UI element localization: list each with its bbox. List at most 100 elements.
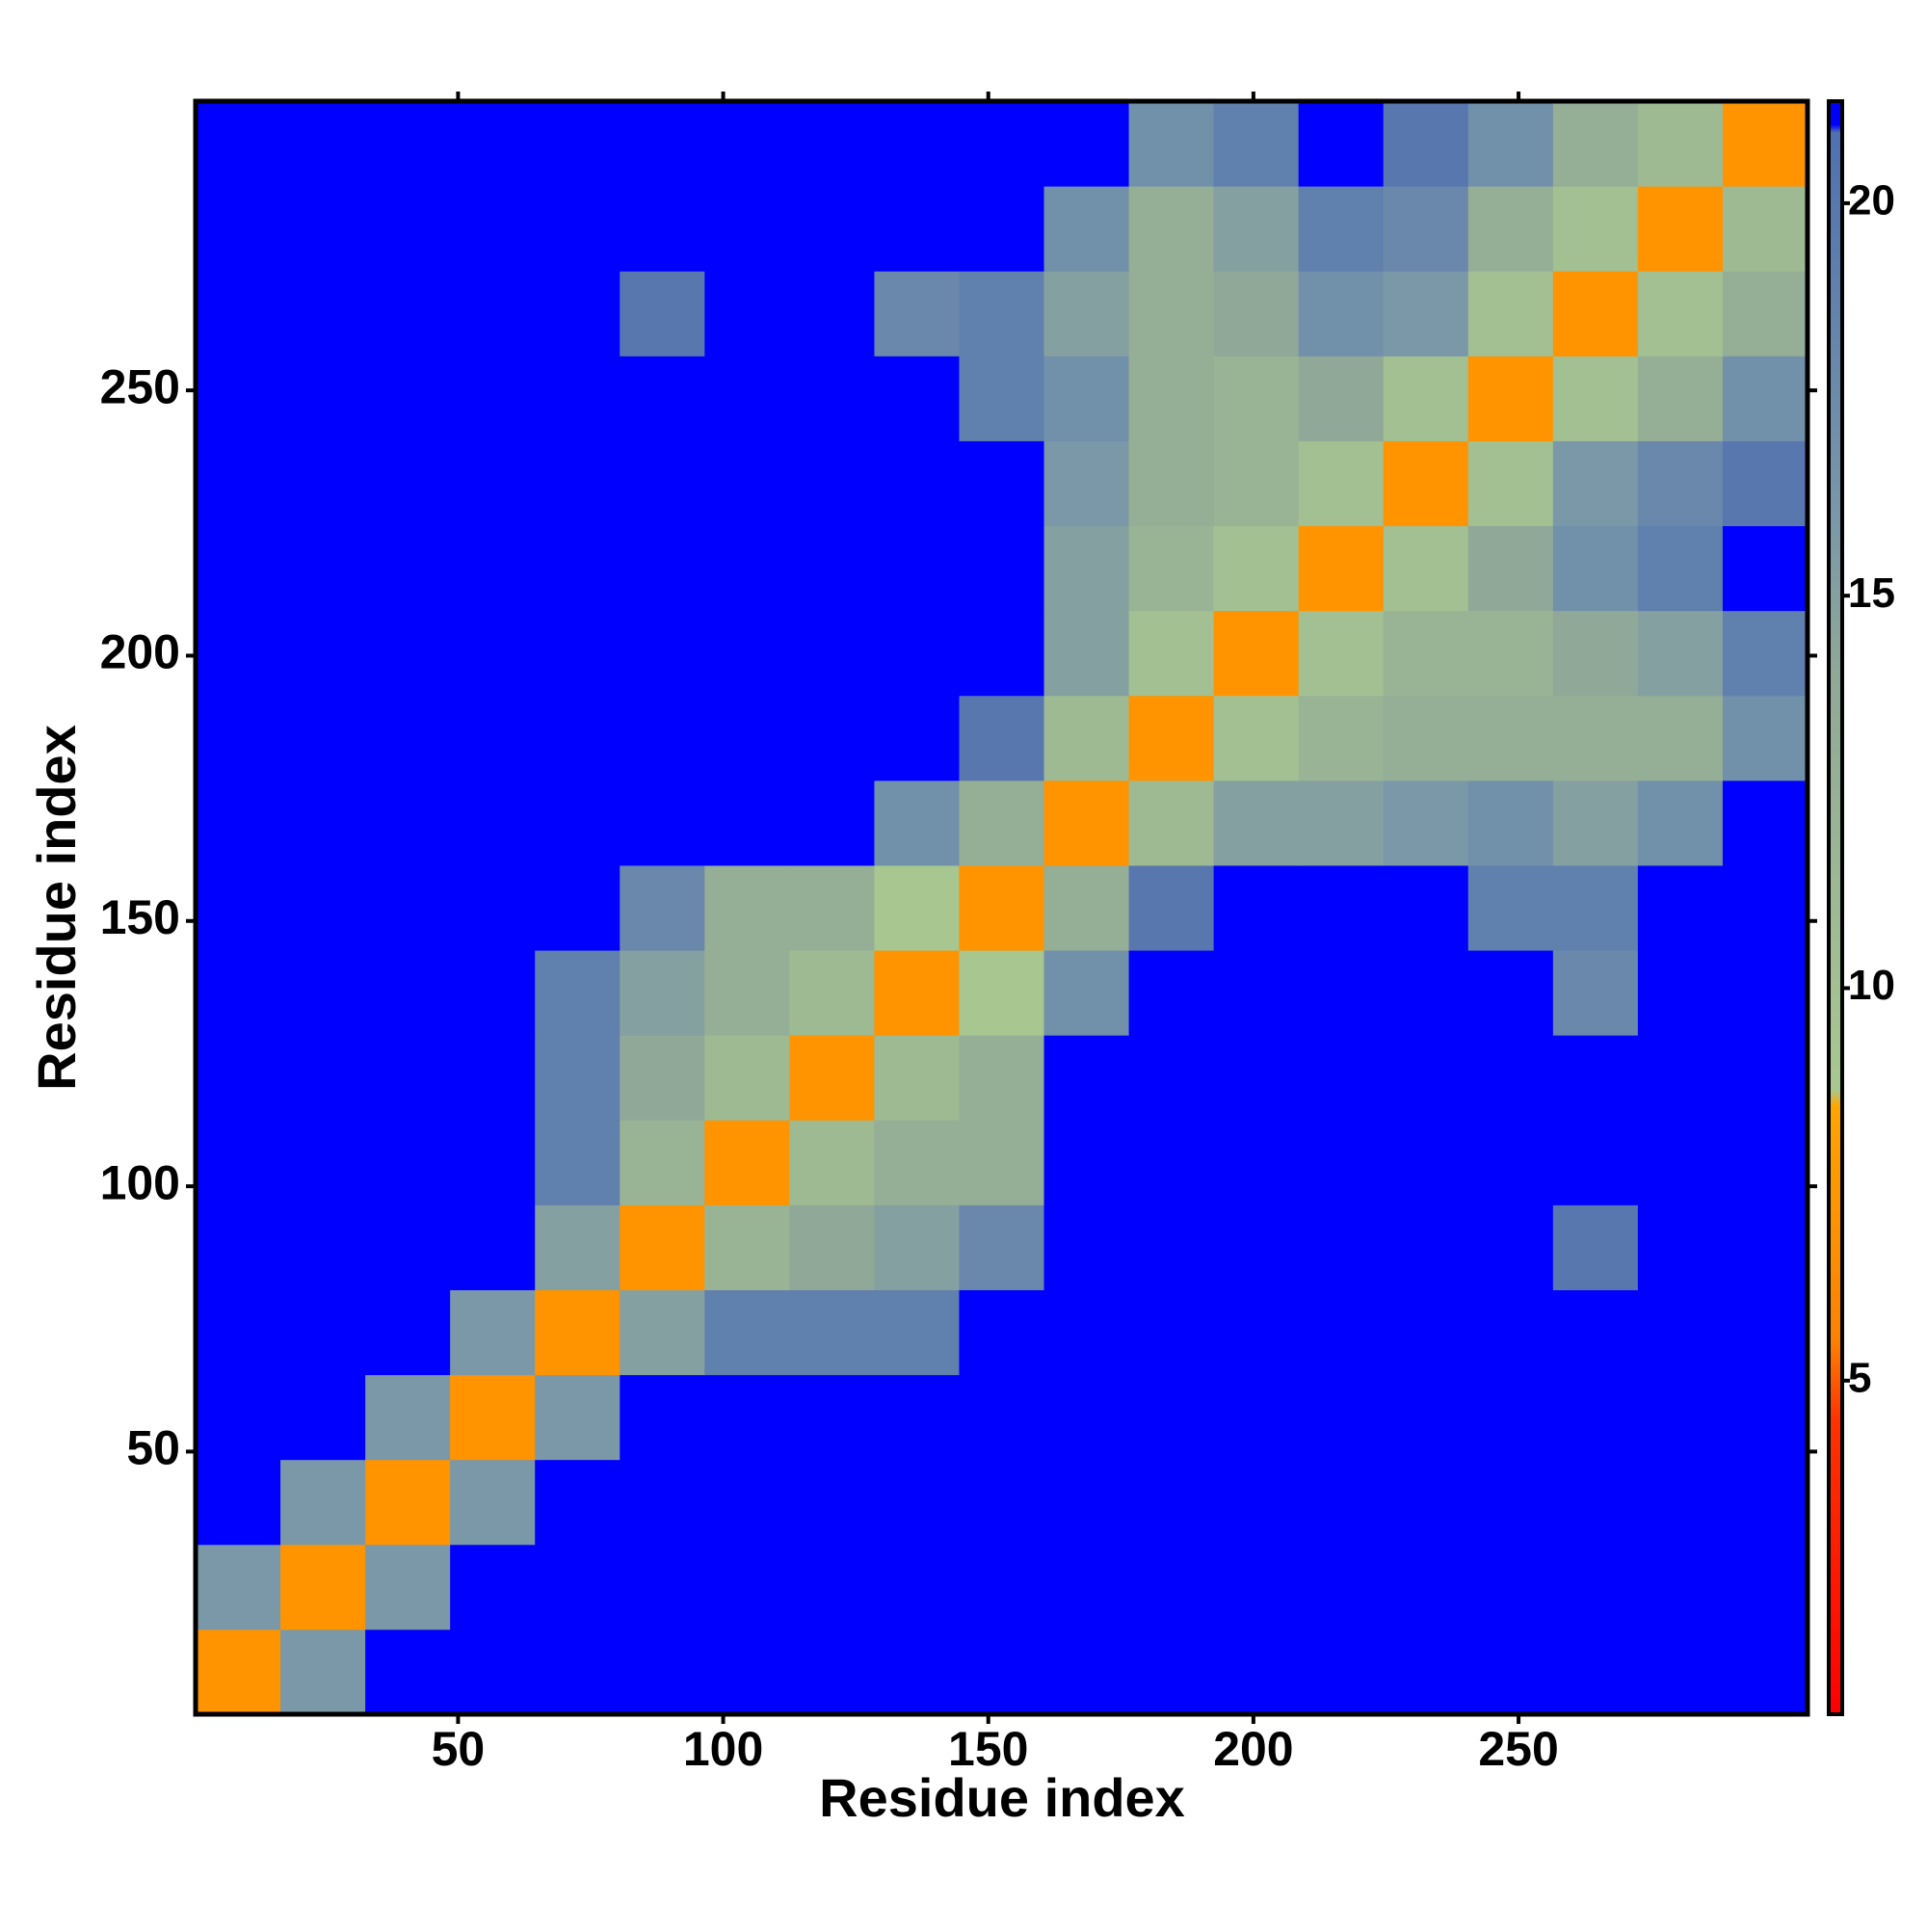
heatmap-cell — [365, 356, 451, 441]
heatmap-cell — [1043, 440, 1130, 527]
heatmap-cell — [1213, 695, 1300, 781]
heatmap-cell — [1552, 780, 1639, 866]
heatmap-cell — [1637, 1374, 1724, 1461]
heatmap-cell — [1213, 1628, 1300, 1715]
heatmap-cell — [789, 271, 875, 357]
heatmap-cell — [704, 695, 790, 781]
heatmap-cell — [535, 780, 620, 866]
heatmap-cell — [1298, 1035, 1385, 1121]
heatmap-cell — [450, 864, 536, 951]
y-tick-label: 250 — [100, 359, 180, 413]
heatmap-cell — [1552, 695, 1639, 781]
heatmap-cell — [874, 610, 960, 697]
heatmap-cell — [1552, 101, 1639, 187]
heatmap-cell — [1383, 186, 1469, 272]
heatmap-cell — [789, 186, 875, 272]
heatmap-cell — [1383, 695, 1469, 781]
heatmap-cell — [1213, 440, 1300, 527]
heatmap-cell — [1552, 1459, 1639, 1546]
heatmap-cell — [620, 271, 705, 357]
heatmap-cell — [1467, 101, 1554, 187]
heatmap-cell — [1552, 186, 1639, 272]
heatmap-cell — [789, 1544, 875, 1630]
heatmap-cell — [874, 1628, 960, 1715]
heatmap-cell — [196, 864, 281, 951]
heatmap-cell — [280, 101, 366, 187]
heatmap-cell — [1128, 780, 1215, 866]
heatmap-cell — [1637, 1289, 1724, 1376]
heatmap-cell — [1298, 356, 1385, 441]
heatmap-cell — [1637, 1204, 1724, 1290]
heatmap-cell — [450, 950, 536, 1036]
heatmap-cell — [280, 1544, 366, 1630]
heatmap-cell — [959, 356, 1045, 441]
heatmap-cell — [1383, 1035, 1469, 1121]
heatmap-cell — [1467, 440, 1554, 527]
heatmap-cell — [280, 1289, 366, 1376]
heatmap-cell — [1637, 101, 1724, 187]
heatmap-cell — [1722, 1374, 1808, 1461]
heatmap-cell — [1383, 950, 1469, 1036]
heatmap-cell — [704, 780, 790, 866]
heatmap-cell — [789, 1120, 875, 1205]
heatmap-cell — [196, 1459, 281, 1546]
heatmap-cell — [1637, 525, 1724, 612]
heatmap-cell — [1467, 186, 1554, 272]
heatmap-cell — [1637, 1035, 1724, 1121]
heatmap-cell — [535, 1204, 620, 1290]
heatmap-cell — [1128, 1289, 1215, 1376]
heatmap-cell — [620, 356, 705, 441]
heatmap-cell — [874, 1459, 960, 1546]
heatmap-cell — [1467, 1544, 1554, 1630]
heatmap-cell — [959, 186, 1045, 272]
heatmap-cell — [535, 950, 620, 1036]
heatmap-cell — [704, 271, 790, 357]
heatmap-cell — [1722, 1459, 1808, 1546]
heatmap-cell — [450, 695, 536, 781]
heatmap-cell — [789, 1459, 875, 1546]
heatmap-cell — [196, 1204, 281, 1290]
heatmap-cell — [1128, 1544, 1215, 1630]
heatmap-cell — [280, 1374, 366, 1461]
heatmap-cell — [789, 1628, 875, 1715]
heatmap-cell — [704, 1120, 790, 1205]
heatmap-cell — [1128, 356, 1215, 441]
heatmap-cell — [1043, 610, 1130, 697]
heatmap-cell — [365, 610, 451, 697]
heatmap-cell — [280, 1120, 366, 1205]
heatmap-cell — [1213, 1289, 1300, 1376]
x-tick-label: 50 — [432, 1722, 486, 1776]
heatmap-cell — [1637, 864, 1724, 951]
heatmap-cell — [1637, 610, 1724, 697]
heatmap-cell — [1128, 101, 1215, 187]
heatmap-cell — [196, 1289, 281, 1376]
heatmap-cell — [1637, 1544, 1724, 1630]
heatmap-cell — [196, 1120, 281, 1205]
heatmap-cell — [704, 950, 790, 1036]
heatmap-cell — [1637, 950, 1724, 1036]
heatmap-cell — [1722, 1544, 1808, 1630]
heatmap-cell — [1552, 864, 1639, 951]
heatmap-cell — [196, 1374, 281, 1461]
heatmap-cell — [789, 780, 875, 866]
heatmap-cell — [450, 440, 536, 527]
heatmap-cell — [959, 1628, 1045, 1715]
x-tick-label: 250 — [1478, 1722, 1558, 1776]
heatmap-cell — [1722, 1628, 1808, 1715]
y-tick-label: 50 — [126, 1421, 180, 1475]
heatmap-cell — [365, 1204, 451, 1290]
heatmap-cell — [1552, 1544, 1639, 1630]
heatmap-cell — [959, 440, 1045, 527]
heatmap-cell — [1298, 1544, 1385, 1630]
heatmap-cell — [959, 780, 1045, 866]
heatmap-cell — [874, 525, 960, 612]
heatmap-cell — [1128, 864, 1215, 951]
heatmap-cell — [959, 271, 1045, 357]
heatmap-cell — [1722, 950, 1808, 1036]
colorbar-tick-label: 5 — [1848, 1354, 1871, 1401]
heatmap-cell — [1043, 271, 1130, 357]
heatmap-cell — [450, 356, 536, 441]
heatmap-cell — [1637, 1120, 1724, 1205]
heatmap-cell — [959, 950, 1045, 1036]
heatmap-cell — [1722, 1289, 1808, 1376]
